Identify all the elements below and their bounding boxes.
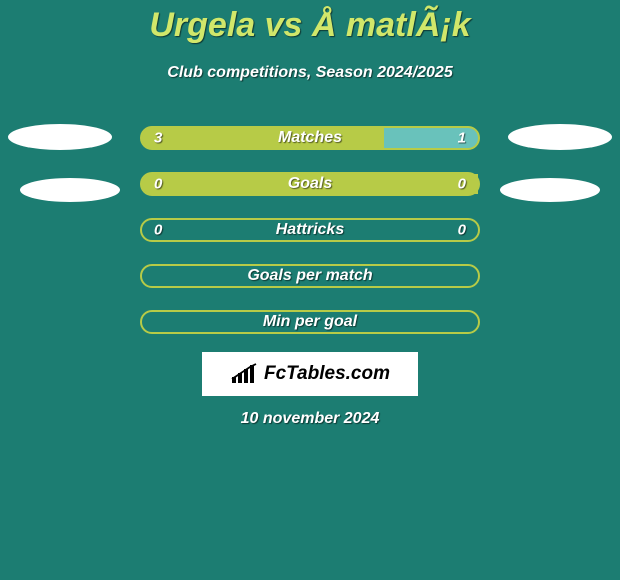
brand: FcTables.com — [230, 363, 390, 385]
stat-label: Matches — [142, 129, 478, 147]
stat-row: Min per goal — [140, 310, 480, 334]
stat-row: Goals per match — [140, 264, 480, 288]
brand-box: FcTables.com — [202, 352, 418, 396]
stat-row: Hattricks0 0 — [140, 218, 480, 242]
stat-value-right: 0 — [458, 176, 466, 193]
stat-label: Goals per match — [142, 267, 478, 285]
stat-label: Goals — [142, 175, 478, 193]
stat-row: Goals0 0 — [140, 172, 480, 196]
stat-value-left: 0 — [154, 176, 162, 193]
decorative-ellipse — [8, 124, 112, 150]
stat-label: Min per goal — [142, 313, 478, 331]
subtitle: Club competitions, Season 2024/2025 — [0, 64, 620, 82]
stats-infographic: Urgela vs Å matlÃ¡k Club competitions, S… — [0, 0, 620, 580]
stat-value-left: 0 — [154, 222, 162, 239]
date-label: 10 november 2024 — [0, 410, 620, 428]
decorative-ellipse — [500, 178, 600, 202]
stat-row: Matches3 1 — [140, 126, 480, 150]
stat-value-right: 0 — [458, 222, 466, 239]
stat-value-left: 3 — [154, 130, 162, 147]
brand-label: FcTables.com — [264, 363, 390, 385]
stat-value-right: 1 — [458, 130, 466, 147]
chart-icon — [230, 363, 258, 385]
decorative-ellipse — [508, 124, 612, 150]
decorative-ellipse — [20, 178, 120, 202]
stat-label: Hattricks — [142, 221, 478, 239]
page-title: Urgela vs Å matlÃ¡k — [0, 6, 620, 45]
